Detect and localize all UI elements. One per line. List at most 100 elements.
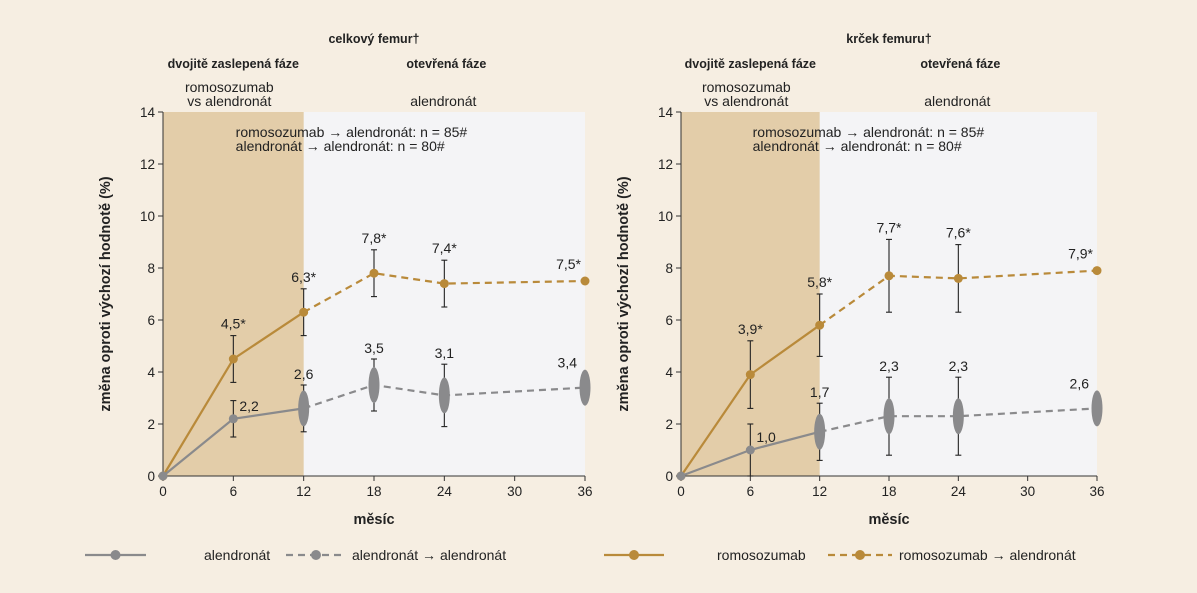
x-tick-label: 6 [230, 484, 238, 499]
y-axis-label: změna oproti výchozí hodnotě (%) [616, 176, 632, 411]
data-point [1092, 266, 1102, 276]
data-label: 2,2 [239, 398, 259, 414]
x-axis-label: měsíc [868, 512, 909, 528]
data-point [1091, 390, 1103, 427]
data-label: 7,8* [362, 230, 387, 246]
y-tick-label: 6 [665, 313, 673, 328]
sample-size-label: romosozumab → alendronát: n = 85# [236, 124, 468, 140]
data-label: 6,3* [291, 269, 316, 285]
series-alendronate: 1,0 1,7 2,3 2,3 2,6 [676, 358, 1103, 481]
x-tick-label: 18 [881, 484, 896, 499]
y-tick-label: 12 [140, 157, 155, 172]
y-tick-label: 0 [147, 469, 155, 484]
legend-item: alendronát → alendronát [286, 547, 506, 563]
data-label: 2,6 [1070, 375, 1090, 391]
legend-marker [855, 550, 865, 560]
open-arm-label: alendronát [924, 93, 990, 109]
data-label: 3,9* [738, 321, 763, 337]
chart-panel-1: celkový femur† dvojitě zaslepená fáze otev… [98, 32, 593, 528]
data-label: 1,0 [756, 429, 776, 445]
y-tick-label: 10 [140, 209, 155, 224]
legend-item: romosozumab [604, 547, 806, 563]
data-label: 3,5 [364, 340, 384, 356]
data-point [953, 273, 963, 283]
series-line-dashed [819, 407, 1098, 433]
data-point [298, 390, 310, 427]
legend-marker [629, 550, 639, 560]
y-tick-label: 2 [665, 417, 673, 432]
data-point [952, 398, 964, 435]
open-phase-label: otevřená fáze [920, 57, 1000, 71]
open-arm-label: alendronát [410, 93, 476, 109]
data-label: 3,1 [435, 345, 455, 361]
open-phase-label: otevřená fáze [406, 57, 486, 71]
blinded-phase-label: dvojitě zaslepená fáze [685, 57, 816, 71]
data-label: 7,4* [432, 240, 457, 256]
series-line-dashed [819, 269, 1098, 327]
data-point [814, 413, 826, 450]
y-tick-label: 2 [147, 417, 155, 432]
x-tick-label: 36 [1089, 484, 1104, 499]
x-tick-label: 12 [296, 484, 311, 499]
blinded-arm-label: vs alendronát [704, 93, 788, 109]
data-label: 7,6* [946, 225, 971, 241]
x-tick-label: 6 [747, 484, 755, 499]
x-tick-label: 18 [366, 484, 381, 499]
data-point [745, 445, 755, 455]
x-tick-label: 12 [812, 484, 827, 499]
legend-item: romosozumab → alendronát [828, 547, 1076, 563]
y-axis-label: změna oproti výchozí hodnotě (%) [98, 176, 114, 411]
data-point [815, 320, 825, 330]
data-point [228, 354, 238, 364]
data-point [438, 377, 450, 414]
x-tick-label: 24 [437, 484, 453, 499]
series-alendronate: 2,2 2,6 3,5 3,1 3,4 [158, 340, 591, 481]
legend-label: romosozumab [717, 547, 806, 563]
legend-label: romosozumab → alendronát [899, 547, 1076, 563]
series-line-dashed [303, 383, 586, 410]
x-tick-label: 30 [1020, 484, 1035, 499]
y-tick-label: 8 [147, 261, 155, 276]
legend-marker [311, 550, 321, 560]
blinded-arm-label: romosozumab [702, 79, 791, 95]
data-point [228, 414, 238, 424]
y-tick-label: 6 [147, 313, 155, 328]
x-tick-label: 30 [507, 484, 522, 499]
chart-title: celkový femur† [328, 32, 419, 46]
data-label: 3,4 [558, 355, 578, 371]
series-line-dashed [303, 272, 586, 314]
data-label: 4,5* [221, 316, 246, 332]
sample-size-label: alendronát → alendronát: n = 80# [753, 138, 962, 154]
legend-marker [110, 550, 121, 560]
y-tick-label: 12 [658, 157, 673, 172]
data-label: 7,9* [1068, 246, 1093, 262]
data-point [299, 307, 309, 317]
x-axis-label: měsíc [353, 512, 394, 528]
data-point [676, 471, 686, 481]
data-point [368, 367, 380, 403]
blinded-arm-label: vs alendronát [187, 93, 271, 109]
data-point [369, 268, 379, 278]
data-point [158, 471, 168, 481]
blinded-phase-band [681, 112, 820, 476]
x-tick-label: 0 [159, 484, 167, 499]
legend-label: alendronát → alendronát [352, 547, 506, 563]
x-tick-label: 24 [951, 484, 967, 499]
data-label: 2,6 [294, 366, 314, 382]
y-tick-label: 14 [140, 105, 156, 120]
x-tick-label: 0 [677, 484, 685, 499]
data-label: 7,7* [877, 219, 902, 235]
sample-size-label: romosozumab → alendronát: n = 85# [753, 124, 985, 140]
y-tick-label: 8 [665, 261, 673, 276]
legend-item: alendronát [85, 547, 270, 563]
y-tick-label: 10 [658, 209, 673, 224]
series-romosozumab: 3,9* 5,8* 7,7* 7,6* 7,9* [676, 219, 1102, 481]
legend-label: alendronát [204, 547, 270, 563]
data-label: 2,3 [949, 358, 969, 374]
data-label: 1,7 [810, 384, 830, 400]
x-tick-label: 36 [577, 484, 592, 499]
y-tick-label: 14 [658, 105, 674, 120]
data-point [579, 369, 591, 406]
blinded-phase-label: dvojitě zaslepená fáze [168, 57, 299, 71]
